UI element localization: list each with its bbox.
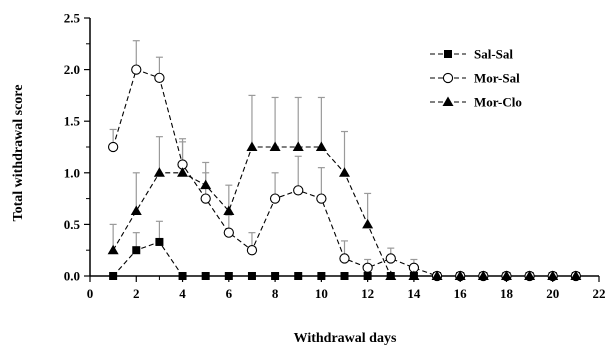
y-tick-label: 0.5: [64, 217, 81, 232]
y-tick-label: 2.5: [64, 11, 81, 26]
legend-marker-sal-sal: [444, 50, 452, 58]
data-point-mor-clo: [524, 270, 536, 280]
data-point-mor-clo: [547, 270, 559, 280]
data-point-sal-sal: [294, 272, 303, 280]
data-point-mor-clo: [223, 205, 235, 215]
data-point-mor-sal: [316, 193, 327, 204]
data-point-sal-sal: [317, 272, 326, 280]
y-tick-label: 1.5: [64, 114, 81, 129]
data-point-sal-sal: [340, 272, 349, 280]
data-point-mor-clo: [177, 167, 189, 177]
data-point-mor-clo: [107, 244, 119, 255]
data-point-mor-sal: [131, 64, 142, 75]
legend: Sal-Sal Mor-Sal Mor-Clo: [430, 47, 522, 110]
x-tick-label: 16: [454, 286, 468, 301]
x-tick-label: 14: [407, 286, 421, 301]
axes: 0 2 4 6 8 10 12 14 16 18 20 22 0.0 0.5 1.0 1.5 2.0 2.5: [64, 11, 606, 302]
data-point-sal-sal: [201, 272, 210, 280]
data-point-mor-clo: [315, 141, 327, 151]
data-point-sal-sal: [271, 272, 280, 280]
y-tick-label: 0.0: [64, 269, 80, 284]
legend-marker-mor-sal: [442, 72, 454, 84]
legend-label-sal-sal: Sal-Sal: [474, 47, 513, 62]
data-point-mor-clo: [570, 270, 582, 280]
legend-marker-mor-clo: [442, 96, 454, 106]
data-point-mor-sal: [200, 193, 211, 204]
data-point-mor-clo: [385, 270, 397, 280]
legend-label-mor-sal: Mor-Sal: [474, 71, 520, 86]
data-point-mor-sal: [223, 227, 234, 238]
x-tick-label: 20: [546, 286, 559, 301]
data-markers: [107, 64, 582, 282]
data-point-mor-clo: [454, 270, 466, 280]
data-point-mor-sal: [362, 262, 373, 273]
data-point-mor-sal: [269, 193, 281, 204]
data-point-sal-sal: [178, 272, 187, 280]
data-point-sal-sal: [155, 237, 164, 246]
data-point-mor-clo: [130, 205, 142, 215]
data-point-mor-sal: [339, 253, 350, 264]
data-point-mor-sal: [385, 253, 396, 264]
x-tick-label: 18: [500, 286, 514, 301]
data-point-sal-sal: [132, 246, 141, 255]
data-point-sal-sal: [224, 272, 233, 280]
data-point-sal-sal: [363, 272, 372, 280]
data-point-mor-clo: [153, 167, 165, 177]
x-tick-label: 22: [593, 286, 606, 301]
data-point-mor-clo: [292, 141, 304, 151]
x-tick-label: 6: [226, 286, 233, 301]
data-point-mor-clo: [477, 270, 489, 280]
x-tick-label: 12: [361, 286, 374, 301]
data-point-mor-clo: [200, 179, 212, 190]
data-point-mor-clo: [246, 141, 258, 151]
series-line-sal-sal: [112, 241, 576, 277]
data-point-sal-sal: [109, 272, 118, 280]
x-axis-title: Withdrawal days: [294, 331, 397, 346]
data-point-mor-sal: [154, 72, 165, 84]
x-tick-label: 0: [87, 286, 94, 301]
data-point-mor-sal: [293, 185, 304, 196]
data-point-mor-clo: [339, 167, 350, 177]
data-point-mor-clo: [408, 270, 420, 280]
legend-label-mor-clo: Mor-Clo: [474, 95, 522, 110]
data-point-sal-sal: [247, 272, 256, 280]
x-tick-label: 10: [315, 286, 328, 301]
data-point-mor-clo: [500, 270, 512, 280]
x-tick-label: 8: [272, 286, 279, 301]
data-point-mor-clo: [269, 141, 281, 151]
data-point-mor-clo: [431, 270, 443, 280]
y-tick-label: 2.0: [64, 62, 80, 77]
data-point-mor-sal: [246, 245, 258, 256]
data-point-mor-clo: [362, 218, 374, 229]
x-tick-label: 2: [133, 286, 140, 301]
x-tick-label: 4: [179, 286, 186, 301]
data-point-mor-sal: [107, 141, 119, 153]
y-axis-title: Total withdrawal score: [11, 85, 26, 222]
y-tick-label: 1.0: [64, 165, 80, 180]
